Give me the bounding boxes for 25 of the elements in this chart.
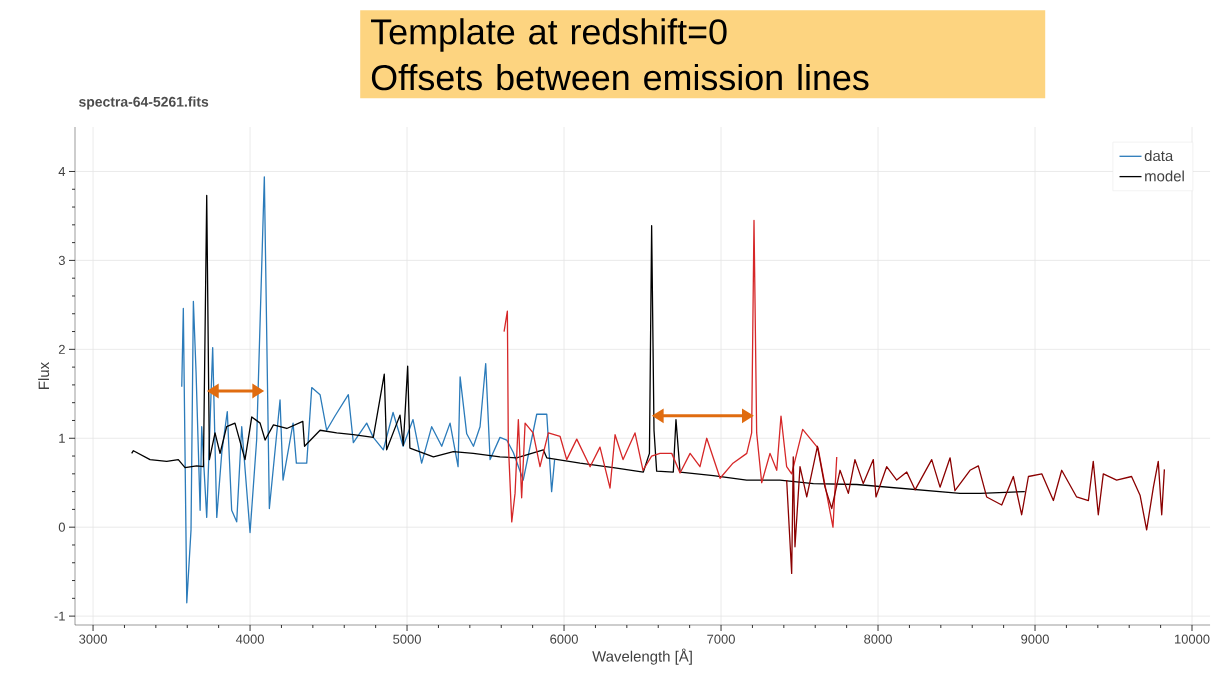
- legend-label: model: [1145, 170, 1184, 182]
- x-tick-label: 5000: [393, 634, 421, 644]
- y-tick-label: 1: [59, 433, 65, 443]
- x-tick-label: 9000: [1021, 634, 1049, 644]
- x-tick-label: 10000: [1174, 634, 1210, 644]
- line-series: [181, 176, 556, 604]
- x-tick-label: 3000: [79, 634, 107, 644]
- x-tick-label: 7000: [707, 634, 735, 644]
- y-tick-label: 2: [58, 344, 65, 354]
- line-series: [786, 445, 1166, 575]
- y-tick-label: 0: [58, 522, 65, 532]
- x-axis-title: Wavelength [Å]: [592, 648, 692, 665]
- y-tick-label: -1: [54, 611, 65, 621]
- y-tick-label: 4: [58, 167, 66, 176]
- legend-label: data: [1144, 150, 1174, 162]
- y-tick-label: 3: [58, 255, 65, 265]
- x-tick-label: 8000: [864, 634, 892, 644]
- x-tick-label: 4000: [235, 634, 264, 644]
- text: Offsets between emission lines: [371, 64, 869, 91]
- text: Template at redshift=0: [371, 18, 727, 52]
- x-tick-label: 6000: [550, 634, 578, 644]
- line-series: [131, 194, 1026, 495]
- line-series: [503, 219, 838, 528]
- chart-title: spectra-64-5261.fits: [79, 96, 209, 110]
- y-axis-title: Flux: [38, 362, 50, 389]
